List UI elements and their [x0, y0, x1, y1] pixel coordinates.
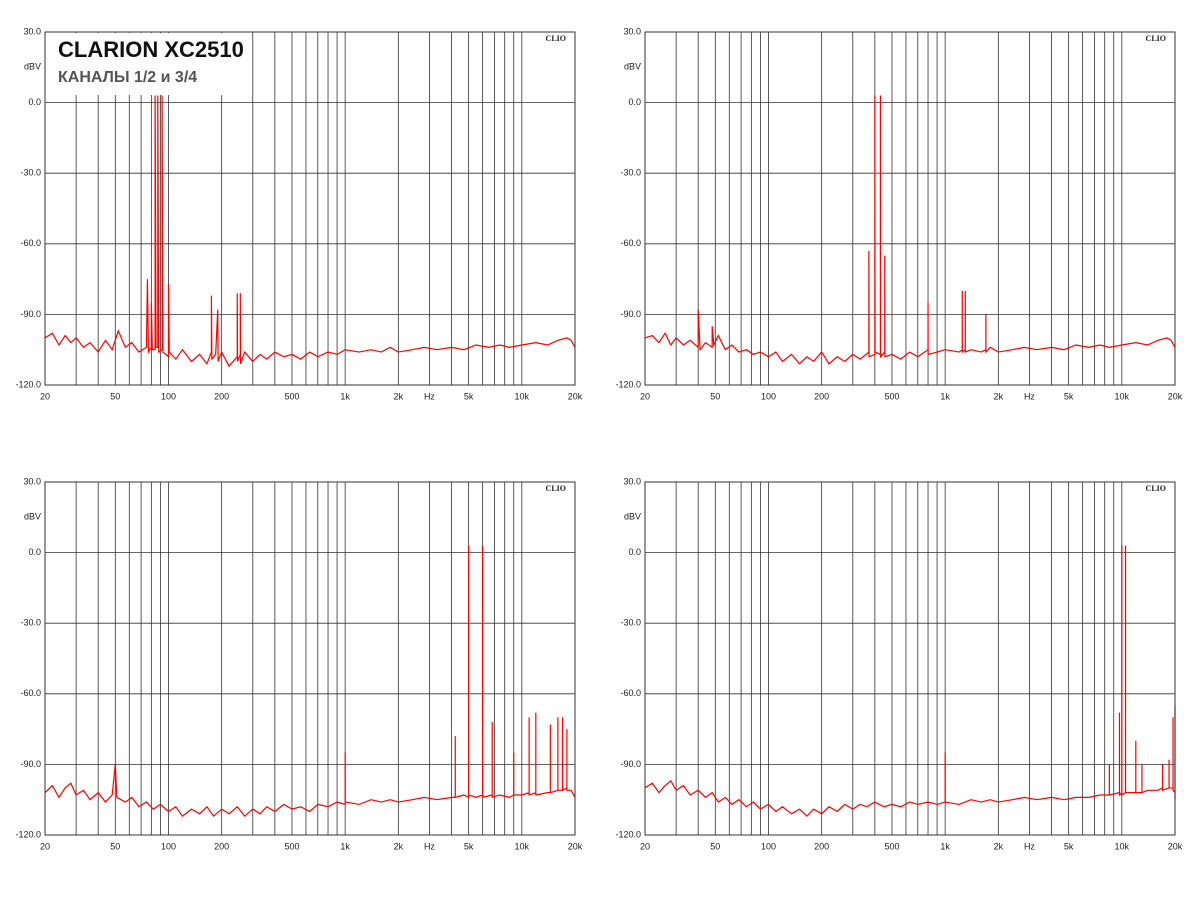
x-tick-label: 100: [761, 841, 776, 851]
x-axis-label: Hz: [1024, 391, 1035, 401]
spectrum-line: [44, 95, 576, 368]
x-tick-label: 20: [40, 391, 50, 401]
spectrum-line: [644, 545, 1176, 818]
y-tick-label: -60.0: [620, 688, 641, 698]
x-tick-label: 50: [110, 391, 120, 401]
x-tick-label: 200: [214, 841, 229, 851]
plot-area: [645, 32, 1175, 385]
x-tick-label: 20k: [568, 391, 583, 401]
x-tick-label: 10k: [515, 841, 530, 851]
y-tick-label: -120.0: [615, 379, 641, 389]
x-tick-label: 5k: [464, 391, 474, 401]
x-tick-label: 500: [284, 391, 299, 401]
plot-area: [45, 482, 575, 835]
x-tick-label: 2k: [394, 391, 404, 401]
y-tick-label: -120.0: [15, 379, 41, 389]
watermark: CLIO: [546, 34, 566, 43]
x-tick-label: 2k: [394, 841, 404, 851]
x-tick-label: 1k: [340, 391, 350, 401]
title-box: [46, 33, 251, 95]
y-tick-label: -30.0: [20, 168, 41, 178]
y-tick-label: 0.0: [628, 547, 641, 557]
x-tick-label: 20k: [1168, 841, 1183, 851]
x-tick-label: 20: [40, 841, 50, 851]
x-tick-label: 10k: [1115, 391, 1130, 401]
x-tick-label: 2k: [994, 841, 1004, 851]
y-tick-label: 30.0: [23, 26, 41, 36]
y-tick-label: -120.0: [615, 829, 641, 839]
watermark: CLIO: [1146, 484, 1166, 493]
plot-frame: [44, 481, 576, 836]
x-tick-label: 2k: [994, 391, 1004, 401]
y-tick-label: -30.0: [620, 168, 641, 178]
x-tick-label: 100: [761, 391, 776, 401]
x-tick-label: 200: [814, 391, 829, 401]
chart-subtitle: КАНАЛЫ 1/2 и 3/4: [58, 69, 197, 86]
x-tick-label: 500: [884, 391, 899, 401]
x-axis-label: Hz: [1024, 841, 1035, 851]
y-tick-label: 0.0: [628, 97, 641, 107]
panel: 30.0 0.0 -30.0 -60.0 -90.0 -120.0 20 50 100 200 50…: [615, 476, 1182, 851]
x-tick-label: 1k: [340, 841, 350, 851]
spectrum-line: [644, 95, 1176, 365]
y-tick-label: -30.0: [20, 618, 41, 628]
panel: 30.0 0.0 -30.0 -60.0 -90.0 -120.0 20 50 100 200 50…: [15, 26, 582, 401]
y-tick-label: -30.0: [620, 618, 641, 628]
y-tick-label: 0.0: [28, 97, 41, 107]
x-tick-label: 1k: [940, 841, 950, 851]
x-tick-label: 100: [161, 391, 176, 401]
x-tick-label: 200: [814, 841, 829, 851]
y-tick-label: -90.0: [620, 309, 641, 319]
x-tick-label: 10k: [515, 391, 530, 401]
plot-area: [645, 482, 1175, 835]
y-tick-label: -120.0: [15, 829, 41, 839]
chart-title: CLARION XC2510: [58, 37, 244, 62]
y-axis-label: dBV: [24, 511, 41, 521]
x-tick-label: 10k: [1115, 841, 1130, 851]
x-axis-label: Hz: [424, 841, 435, 851]
y-tick-label: 30.0: [623, 476, 641, 486]
x-tick-label: 20: [640, 391, 650, 401]
watermark: CLIO: [546, 484, 566, 493]
x-tick-label: 20: [640, 841, 650, 851]
x-tick-label: 200: [214, 391, 229, 401]
x-tick-label: 500: [284, 841, 299, 851]
x-tick-label: 5k: [1064, 391, 1074, 401]
plot-frame: [644, 31, 1176, 386]
y-tick-label: -60.0: [20, 238, 41, 248]
plot-frame: [44, 31, 576, 386]
x-tick-label: 50: [710, 391, 720, 401]
x-tick-label: 20k: [1168, 391, 1183, 401]
x-tick-label: 20k: [568, 841, 583, 851]
y-tick-label: 30.0: [23, 476, 41, 486]
x-tick-label: 1k: [940, 391, 950, 401]
y-axis-label: dBV: [624, 61, 641, 71]
panel: 30.0 0.0 -30.0 -60.0 -90.0 -120.0 20 50 100 200 50…: [615, 26, 1182, 401]
y-tick-label: -90.0: [20, 759, 41, 769]
plot-frame: [644, 481, 1176, 836]
x-tick-label: 5k: [1064, 841, 1074, 851]
y-tick-label: 0.0: [28, 547, 41, 557]
x-tick-label: 5k: [464, 841, 474, 851]
y-tick-label: -60.0: [620, 238, 641, 248]
panel: 30.0 0.0 -30.0 -60.0 -90.0 -120.0 20 50 100 200 50…: [15, 476, 582, 851]
spectrum-line: [44, 545, 576, 818]
y-tick-label: 30.0: [623, 26, 641, 36]
y-axis-label: dBV: [624, 511, 641, 521]
watermark: CLIO: [1146, 34, 1166, 43]
x-tick-label: 100: [161, 841, 176, 851]
y-axis-label: dBV: [24, 61, 41, 71]
x-tick-label: 50: [110, 841, 120, 851]
y-tick-label: -90.0: [620, 759, 641, 769]
x-tick-label: 50: [710, 841, 720, 851]
y-tick-label: -60.0: [20, 688, 41, 698]
y-tick-label: -90.0: [20, 309, 41, 319]
x-axis-label: Hz: [424, 391, 435, 401]
x-tick-label: 500: [884, 841, 899, 851]
